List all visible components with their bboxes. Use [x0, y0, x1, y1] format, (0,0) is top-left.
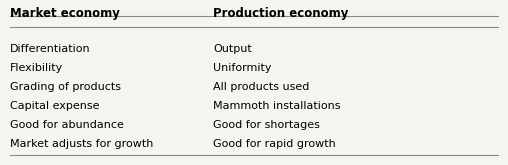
Text: Grading of products: Grading of products — [10, 82, 121, 92]
Text: Mammoth installations: Mammoth installations — [213, 101, 341, 111]
Text: Good for shortages: Good for shortages — [213, 120, 320, 130]
Text: Good for rapid growth: Good for rapid growth — [213, 139, 336, 149]
Text: All products used: All products used — [213, 82, 310, 92]
Text: Capital expense: Capital expense — [10, 101, 100, 111]
Text: Flexibility: Flexibility — [10, 63, 64, 73]
Text: Uniformity: Uniformity — [213, 63, 272, 73]
Text: Good for abundance: Good for abundance — [10, 120, 124, 130]
Text: Differentiation: Differentiation — [10, 44, 91, 54]
Text: Market adjusts for growth: Market adjusts for growth — [10, 139, 153, 149]
Text: Production economy: Production economy — [213, 7, 348, 20]
Text: Output: Output — [213, 44, 252, 54]
Text: Market economy: Market economy — [10, 7, 120, 20]
